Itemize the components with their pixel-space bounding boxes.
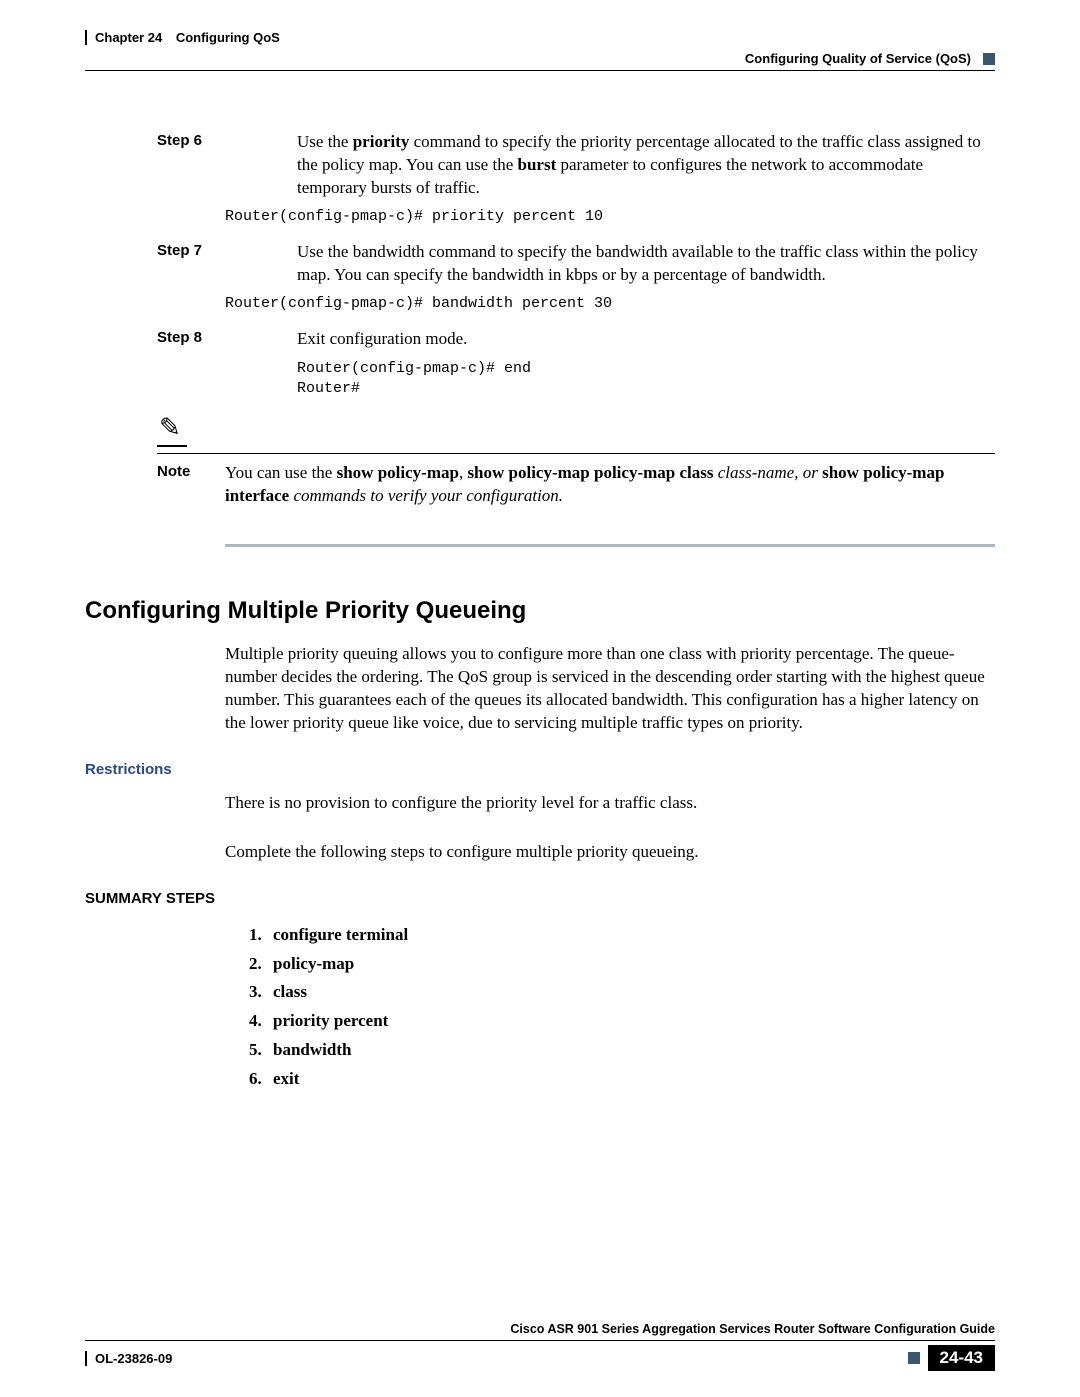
step-row: Step 6 Use the priority command to speci… (85, 131, 995, 200)
footer-square-icon (908, 1352, 920, 1364)
footer-guide-title: Cisco ASR 901 Series Aggregation Service… (85, 1322, 995, 1336)
step-label: Step 8 (85, 328, 297, 348)
list-item: 1.configure terminal (249, 921, 995, 950)
footer-right: 24-43 (908, 1345, 995, 1371)
step-label: Step 7 (85, 241, 297, 261)
lead-paragraph: Complete the following steps to configur… (225, 841, 995, 864)
step-row: Step 7 Use the bandwidth command to spec… (85, 241, 995, 287)
restrictions-heading: Restrictions (85, 761, 995, 778)
footer-rule (85, 1340, 995, 1341)
code-block: Router(config-pmap-c)# bandwidth percent… (225, 295, 995, 312)
section-header: Configuring Quality of Service (QoS) (745, 51, 971, 66)
header-square-icon (983, 53, 995, 65)
step-row: Step 8 Exit configuration mode. Router(c… (85, 328, 995, 407)
note-block: ✎ Note You can use the show policy-map, … (157, 413, 995, 508)
section-divider (225, 544, 995, 547)
main-content: Step 6 Use the priority command to speci… (85, 131, 995, 1094)
code-block: Router(config-pmap-c)# end Router# (297, 359, 995, 400)
list-item: 6.exit (249, 1065, 995, 1094)
step-body: Exit configuration mode. Router(config-p… (297, 328, 995, 407)
section-heading: Configuring Multiple Priority Queueing (85, 597, 995, 625)
note-row: Note You can use the show policy-map, sh… (157, 453, 995, 508)
chapter-label: Chapter 24 (95, 30, 162, 45)
list-item: 5.bandwidth (249, 1036, 995, 1065)
code-block: Router(config-pmap-c)# priority percent … (225, 208, 995, 225)
summary-steps-heading: SUMMARY STEPS (85, 890, 995, 907)
footer-row: OL-23826-09 24-43 (85, 1345, 995, 1371)
section-header-row: Configuring Quality of Service (QoS) (85, 51, 995, 71)
footer-docid: OL-23826-09 (85, 1351, 172, 1366)
pencil-icon: ✎ (157, 413, 187, 447)
page-content: Chapter 24 Configuring QoS Configuring Q… (85, 30, 995, 1094)
step-body: Use the bandwidth command to specify the… (297, 241, 995, 287)
summary-steps-list: 1.configure terminal 2.policy-map 3.clas… (249, 921, 995, 1094)
intro-paragraph: Multiple priority queuing allows you to … (225, 643, 995, 735)
step-label: Step 6 (85, 131, 297, 151)
note-label: Note (157, 462, 225, 508)
step-body: Use the priority command to specify the … (297, 131, 995, 200)
note-body: You can use the show policy-map, show po… (225, 462, 995, 508)
restrictions-paragraph: There is no provision to configure the p… (225, 792, 995, 815)
running-header: Chapter 24 Configuring QoS (85, 30, 995, 45)
page-number-badge: 24-43 (928, 1345, 995, 1371)
list-item: 3.class (249, 978, 995, 1007)
list-item: 2.policy-map (249, 950, 995, 979)
list-item: 4.priority percent (249, 1007, 995, 1036)
chapter-title: Configuring QoS (176, 30, 280, 45)
page-footer: Cisco ASR 901 Series Aggregation Service… (85, 1322, 995, 1371)
